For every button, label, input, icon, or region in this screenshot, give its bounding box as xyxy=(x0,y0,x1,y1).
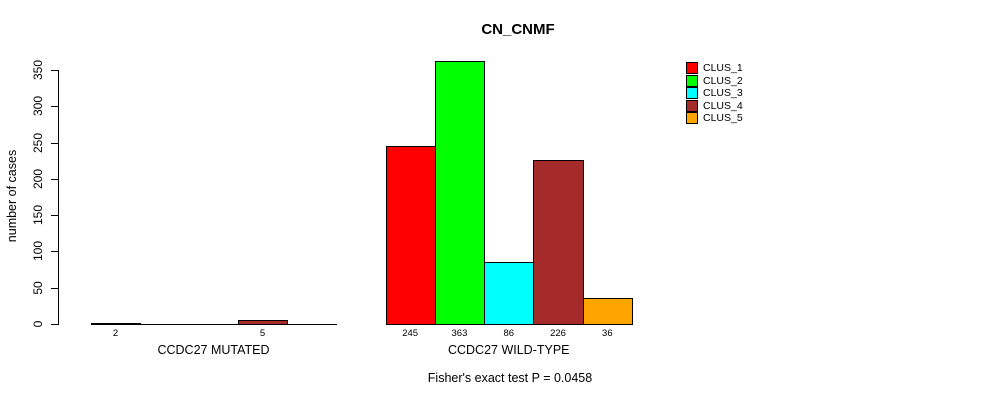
legend-swatch xyxy=(686,62,698,75)
y-tick-label: 100 xyxy=(31,241,45,262)
bar-clus_2 xyxy=(434,60,486,325)
y-tick-label: 0 xyxy=(31,320,45,328)
bar-value-label: 245 xyxy=(402,328,419,339)
fisher-test-annotation: Fisher's exact test P = 0.0458 xyxy=(427,371,593,385)
legend-item: CLUS_4 xyxy=(686,99,743,113)
legend-item: CLUS_2 xyxy=(686,74,743,88)
y-tick-label: 150 xyxy=(31,205,45,226)
legend-swatch xyxy=(686,74,698,87)
y-tick xyxy=(51,106,58,108)
y-tick-label: 250 xyxy=(31,132,45,153)
legend-label: CLUS_5 xyxy=(703,112,743,125)
legend-swatch xyxy=(686,112,698,125)
bar-value-label: 5 xyxy=(259,328,266,339)
legend-swatch xyxy=(686,99,698,112)
bar-clus_5 xyxy=(582,297,633,325)
y-tick-label: 50 xyxy=(31,281,45,295)
bar-value-label: 2 xyxy=(112,328,119,339)
y-tick xyxy=(51,324,58,325)
legend: CLUS_1 CLUS_2 CLUS_3 CLUS_4 CLUS_5 xyxy=(686,62,743,125)
y-tick xyxy=(51,178,58,180)
y-tick xyxy=(51,287,58,289)
bar-value-label: 86 xyxy=(503,328,515,339)
bar-clus_1 xyxy=(91,322,141,325)
y-tick xyxy=(51,215,58,217)
y-tick-label: 350 xyxy=(31,59,45,81)
y-tick xyxy=(51,70,58,71)
y-tick-label: 300 xyxy=(31,96,45,117)
legend-item: CLUS_5 xyxy=(686,112,743,125)
y-axis-label: number of cases xyxy=(5,149,19,243)
y-axis xyxy=(58,70,59,325)
bar-clus_1 xyxy=(385,146,436,325)
legend-label: CLUS_1 xyxy=(703,62,743,75)
bar-clus_3 xyxy=(484,261,535,325)
y-tick-label: 200 xyxy=(31,168,45,189)
group-label: CCDC27 WILD-TYPE xyxy=(447,343,570,357)
bar-value-label: 363 xyxy=(451,328,468,339)
bar-clus_4 xyxy=(533,159,584,325)
chart-title: CN_CNMF xyxy=(481,21,555,38)
bar-value-label: 36 xyxy=(602,328,613,339)
legend-item: CLUS_1 xyxy=(686,62,743,75)
group-label: CCDC27 MUTATED xyxy=(157,343,270,357)
legend-item: CLUS_3 xyxy=(686,87,743,100)
y-tick xyxy=(51,251,58,253)
legend-swatch xyxy=(686,87,698,100)
y-tick xyxy=(51,142,58,144)
group-baseline xyxy=(91,324,337,325)
legend-label: CLUS_4 xyxy=(703,99,743,112)
legend-label: CLUS_2 xyxy=(703,74,743,87)
legend-label: CLUS_3 xyxy=(703,87,743,100)
bar-value-label: 226 xyxy=(550,328,566,339)
bar-clus_4 xyxy=(238,320,288,325)
